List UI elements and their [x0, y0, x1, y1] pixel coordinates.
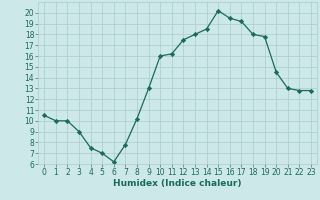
X-axis label: Humidex (Indice chaleur): Humidex (Indice chaleur): [113, 179, 242, 188]
